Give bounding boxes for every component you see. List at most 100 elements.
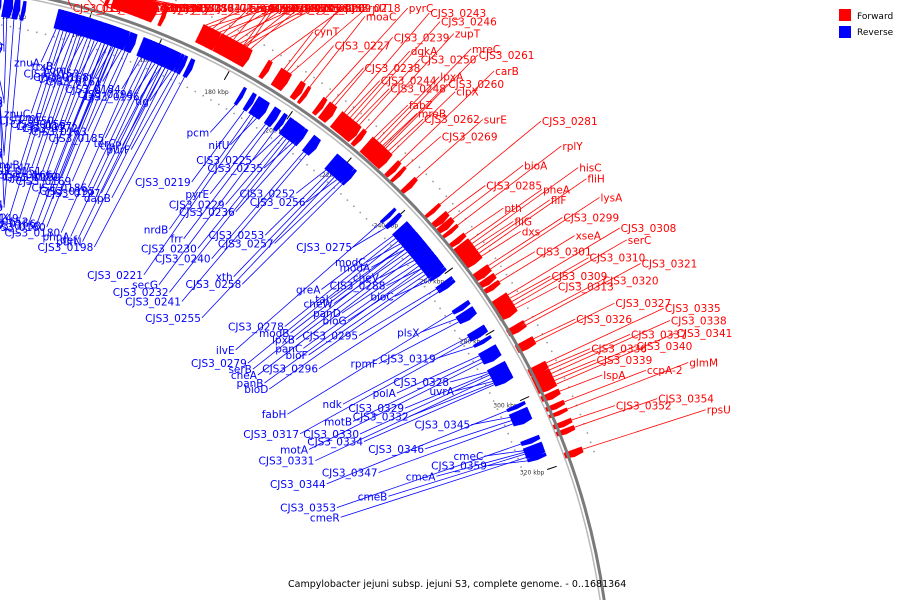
outer-dot [432,180,434,183]
forward-feature [423,202,442,219]
gene-label-rpmi: rpmI [341,3,365,15]
gene-label-znub: znuB [0,160,20,172]
outer-dot [451,202,454,205]
inner-dot [210,99,212,101]
gene-label-bioa: bioA [524,160,548,172]
reverse-feature [72,14,81,35]
reverse-feature [326,155,344,175]
inner-dot [186,86,189,89]
outer-dot [375,125,378,128]
gene-label-pcm: pcm [187,127,210,139]
inner-dot [233,112,236,115]
leader-line [123,0,132,9]
gene-label-cjs3-0153: CJS3_0153 [23,69,79,81]
leader-line [78,47,116,129]
forward-feature [373,149,391,168]
forward-feature [435,216,455,235]
gene-label-exbb: exbB [160,3,186,15]
leader-line [359,59,420,126]
leader-line [72,44,109,127]
gene-label-cjs3-0208: CJS3_0208 [293,3,349,15]
inner-dot [484,384,487,386]
leader-line [226,7,273,37]
gene-label-tal: tal [315,294,328,306]
forward-feature [359,136,376,154]
leader-line [574,398,658,428]
inner-dot [371,224,374,227]
gene-label-secg: secG [132,280,158,292]
inner-dot [53,35,55,38]
leader-line [436,346,474,359]
leader-line [245,7,315,47]
leader-line [315,377,492,462]
gene-label-cjs3-0165: CJS3_0165 [154,3,210,15]
gene-label-nrdb: nrdB [144,224,169,236]
gene-label-zupt: zupT [455,29,481,41]
gene-label-cjs3-0170: CJS3_0170 [2,171,58,183]
gene-label-flif: fliF [551,195,567,207]
reverse-feature [451,299,471,315]
inner-dot [0,24,3,26]
leader-line [352,358,482,422]
forward-feature [384,160,402,178]
outer-dot [546,341,548,344]
leader-line [0,79,5,101]
gene-label-cjs3-0169: CJS3_0169 [16,176,72,188]
outer-dot [555,359,557,362]
gene-label-cjs3-0238: CJS3_0238 [365,63,421,75]
outer-dot [175,0,177,2]
gene-label-dgka: dgkA [411,46,438,58]
reverse-feature [396,225,415,244]
gene-label-purf: purF [106,145,130,157]
forward-feature [335,115,353,135]
leader-line [71,52,129,182]
forward-feature [201,27,215,48]
scale-tick-label: 200 kbp [265,128,290,135]
gene-label-cmer: cmeR [310,512,340,524]
reverse-feature [159,46,173,68]
leader-line [546,307,665,364]
reverse-feature [95,21,107,42]
gene-label-cjs3-0180: CJS3_0180 [4,228,60,240]
inner-dot [27,29,29,32]
gene-label-cjs3-0149: CJS3_0149 [0,213,19,225]
reverse-feature [19,0,27,21]
gene-label-cjs3-0310: CJS3_0310 [590,253,646,265]
outer-dot [305,70,307,73]
leader-line [116,64,159,144]
reverse-feature [523,443,544,455]
gene-label-rpmf: rpmF [351,359,378,371]
gene-label-cmec: cmeC [454,451,484,463]
leader-line [290,246,403,334]
outer-dot [184,3,186,6]
leader-line [394,280,430,297]
forward-feature [224,39,240,61]
gene-label-serc: serC [628,235,652,247]
gene-label-cjs3-0335: CJS3_0335 [665,303,721,315]
outer-dot [579,413,582,416]
leader-line [571,405,616,421]
reverse-feature [53,8,64,30]
leader-line [334,37,394,106]
scale-tick-label: 180 kbp [204,89,229,96]
reverse-feature [478,344,498,358]
gene-label-rpme: rpmE [14,112,42,124]
leader-line [40,28,57,63]
leader-line [424,420,512,450]
gene-label-cjs3-0162: CJS3_0162 [132,3,188,15]
leader-line [66,36,85,70]
leader-line [3,20,22,208]
gene-label-cjs3-0296: CJS3_0296 [262,364,318,376]
outer-dot [367,119,370,121]
leader-line [94,46,114,79]
outer-dot [526,307,529,309]
outer-dot [482,241,485,244]
gene-label-cjs3-0235: CJS3_0235 [207,163,263,175]
gene-label-cjs3-0171: CJS3_0171 [38,74,94,86]
inner-dot [520,466,522,468]
leader-line [201,176,335,319]
gene-label-cjs3-0253: CJS3_0253 [208,230,264,242]
leader-line [391,91,456,154]
leader-line [363,384,495,442]
gene-label-cjs3-0279: CJS3_0279 [191,358,247,370]
